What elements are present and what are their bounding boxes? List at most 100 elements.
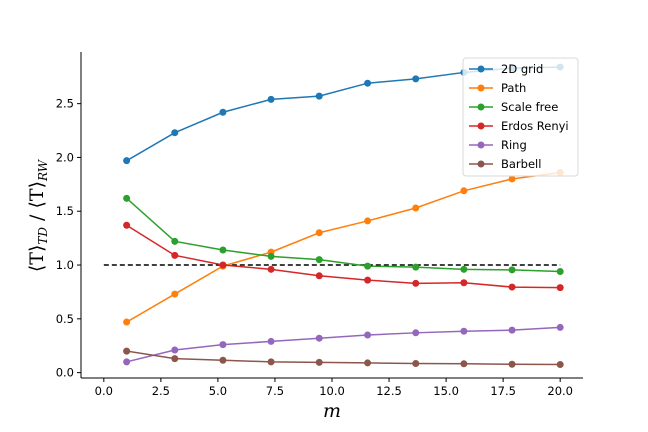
data-point-ring (171, 346, 179, 354)
legend-entry-ring: Ring (469, 138, 527, 152)
data-point-erdos-renyi (171, 251, 179, 259)
data-point-2d-grid (171, 129, 179, 137)
data-point-2d-grid (219, 108, 227, 116)
legend-swatch-marker (477, 103, 485, 111)
x-tick-label: 15.0 (433, 384, 459, 398)
data-point-scale-free (460, 265, 468, 273)
data-point-scale-free (267, 252, 275, 260)
data-point-2d-grid (123, 157, 131, 165)
data-point-2d-grid (315, 92, 323, 100)
legend-entry-path: Path (469, 81, 526, 95)
data-point-2d-grid (267, 95, 275, 103)
series-erdos-renyi (123, 221, 564, 292)
legend-swatch-marker (477, 122, 485, 130)
x-tick-label: 10.0 (319, 384, 345, 398)
data-point-barbell (219, 356, 227, 364)
legend-label: Erdos Renyi (501, 119, 569, 133)
y-label-term-1: ⟨T⟩ (26, 245, 48, 273)
x-tick-label: 2.5 (152, 384, 170, 398)
data-point-scale-free (508, 266, 516, 274)
data-point-scale-free (364, 262, 372, 270)
data-point-erdos-renyi (219, 261, 227, 269)
series-path (123, 169, 564, 326)
legend-swatch-marker (477, 65, 485, 73)
axes: 0.0 2.5 5.0 7.5 10.0 12.5 15.0 17.5 20.0 0.0 0.5 1.… (56, 52, 583, 398)
y-label-sub-1: TD (36, 227, 50, 245)
data-point-barbell (315, 358, 323, 366)
series-line-erdos-renyi (126, 224, 561, 289)
legend-label: Barbell (501, 157, 541, 171)
data-point-path (171, 290, 179, 298)
y-tick-label: 2.5 (56, 97, 74, 111)
data-point-2d-grid (412, 75, 420, 83)
legend-label: Path (501, 81, 526, 95)
y-tick-label: 1.5 (56, 204, 74, 218)
data-point-ring (364, 331, 372, 339)
data-point-erdos-renyi (556, 284, 564, 292)
y-tick-label: 1.0 (56, 258, 74, 272)
y-label-separator: / (26, 209, 48, 227)
data-point-path (460, 187, 468, 195)
x-tick-label: 7.5 (266, 384, 284, 398)
data-point-barbell (364, 359, 372, 367)
series-ring (123, 323, 564, 366)
data-point-erdos-renyi (460, 279, 468, 287)
series-line-scale-free (126, 197, 561, 273)
data-point-ring (219, 341, 227, 349)
data-point-ring (267, 337, 275, 345)
data-point-path (412, 204, 420, 212)
data-point-ring (460, 327, 468, 335)
data-point-erdos-renyi (508, 283, 516, 291)
data-point-scale-free (556, 267, 564, 275)
series-line-ring (126, 326, 561, 363)
data-point-erdos-renyi (412, 279, 420, 287)
x-tick-label: 0.0 (95, 384, 113, 398)
data-point-ring (508, 326, 516, 334)
legend-label: 2D grid (501, 62, 543, 76)
data-point-barbell (267, 358, 275, 366)
data-point-barbell (460, 360, 468, 368)
legend-swatch-marker (477, 160, 485, 168)
data-point-scale-free (219, 246, 227, 254)
x-tick-label: 17.5 (490, 384, 516, 398)
data-point-path (123, 318, 131, 326)
svg-text:⟨T⟩TD / ⟨T⟩RW: ⟨T⟩TD / ⟨T⟩RW (26, 158, 50, 272)
x-axis-label: m (323, 400, 341, 422)
data-point-scale-free (315, 256, 323, 264)
data-point-2d-grid (364, 79, 372, 87)
data-point-erdos-renyi (364, 276, 372, 284)
data-point-scale-free (412, 263, 420, 271)
data-point-scale-free (123, 194, 131, 202)
legend-swatch-marker (477, 141, 485, 149)
series-scale-free (123, 194, 564, 275)
legend-entry-scale-free: Scale free (469, 100, 558, 114)
data-point-barbell (556, 361, 564, 369)
data-point-erdos-renyi (267, 265, 275, 273)
data-point-barbell (171, 355, 179, 363)
series-barbell (123, 347, 564, 369)
y-label-term-2: ⟨T⟩ (26, 181, 48, 209)
series-group (123, 63, 564, 369)
data-point-erdos-renyi (315, 272, 323, 280)
legend-label: Ring (501, 138, 527, 152)
y-label-sub-2: RW (36, 158, 50, 182)
data-point-ring (556, 323, 564, 331)
data-point-path (315, 229, 323, 237)
data-point-barbell (508, 360, 516, 368)
data-point-scale-free (171, 237, 179, 245)
series-line-path (126, 171, 561, 323)
data-point-path (364, 217, 372, 225)
data-point-erdos-renyi (123, 221, 131, 229)
x-tick-label: 20.0 (547, 384, 573, 398)
data-point-path (508, 175, 516, 183)
y-tick-label: 0.0 (56, 366, 74, 380)
y-tick-label: 2.0 (56, 150, 74, 164)
legend-label: Scale free (501, 100, 558, 114)
series-line-barbell (126, 350, 561, 366)
legend-entry-erdos-renyi: Erdos Renyi (469, 119, 569, 133)
data-point-barbell (412, 359, 420, 367)
data-point-ring (412, 329, 420, 337)
x-tick-label: 12.5 (376, 384, 402, 398)
y-tick-label: 0.5 (56, 312, 74, 326)
